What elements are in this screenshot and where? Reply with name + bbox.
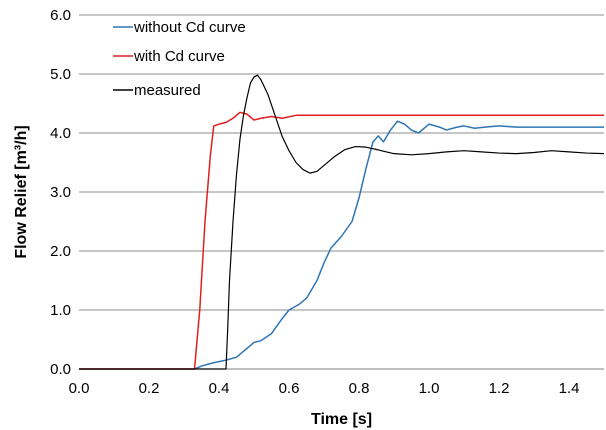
- x-tick-label: 0.6: [279, 380, 300, 397]
- series-line-with-cd-curve: [79, 111, 604, 370]
- x-tick-label: 0.2: [139, 380, 160, 397]
- series-line-measured: [79, 74, 605, 370]
- x-tick-label: 1.0: [419, 380, 440, 397]
- legend-label: measured: [134, 82, 201, 99]
- y-tick-label: 6.0: [50, 7, 71, 24]
- legend-label: with Cd curve: [133, 48, 225, 65]
- y-tick-label: 2.0: [50, 243, 71, 260]
- y-tick-labels: 0.0 1.0 2.0 3.0 4.0 5.0 6.0: [50, 7, 71, 378]
- y-tick-label: 4.0: [50, 125, 71, 142]
- series-lines: [79, 74, 605, 370]
- y-tick-label: 3.0: [50, 184, 71, 201]
- series-line-without-cd-curve: [79, 120, 604, 370]
- x-axis-title: Time [s]: [311, 411, 372, 428]
- x-tick-label: 1.2: [489, 380, 510, 397]
- grid-lines: [79, 14, 604, 311]
- legend-label: without Cd curve: [133, 19, 246, 36]
- x-tick-label: 0.0: [69, 380, 90, 397]
- x-tick-label: 0.4: [209, 380, 230, 397]
- x-tick-label: 0.8: [349, 380, 370, 397]
- legend-item: measured: [113, 82, 201, 99]
- y-tick-label: 1.0: [50, 302, 71, 319]
- y-axis-title: Flow Relief [m³/h]: [13, 125, 30, 258]
- y-tick-label: 0.0: [50, 361, 71, 378]
- legend-item: with Cd curve: [113, 48, 225, 65]
- legend-item: without Cd curve: [113, 19, 246, 36]
- legend: without Cd curve with Cd curve measured: [113, 19, 246, 99]
- y-tick-label: 5.0: [50, 66, 71, 83]
- x-tick-labels: 0.0 0.2 0.4 0.6 0.8 1.0 1.2 1.4: [69, 380, 580, 397]
- x-tick-label: 1.4: [559, 380, 580, 397]
